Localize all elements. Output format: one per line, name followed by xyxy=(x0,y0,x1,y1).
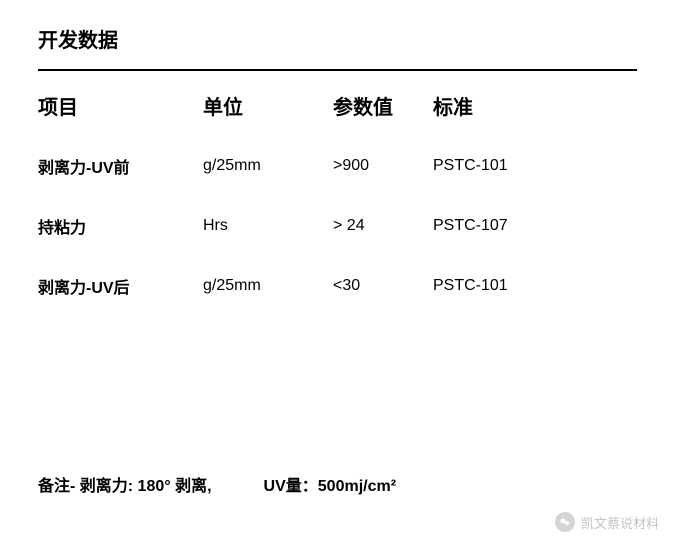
watermark-text: 凯文蔡说材料 xyxy=(581,513,659,532)
footnote-uv: UV量：500mj/cm² xyxy=(264,472,397,496)
header-unit: 单位 xyxy=(203,91,333,120)
header-value: 参数值 xyxy=(333,91,433,120)
watermark: 凯文蔡说材料 xyxy=(555,512,659,532)
cell-value: >900 xyxy=(333,157,433,175)
table-row: 剥离力-UV后 g/25mm <30 PSTC-101 xyxy=(38,274,637,298)
header-standard: 标准 xyxy=(433,91,637,120)
cell-value: > 24 xyxy=(333,217,433,235)
cell-property: 持粘力 xyxy=(38,214,203,238)
table-header-row: 项目 单位 参数值 标准 xyxy=(38,91,637,120)
cell-standard: PSTC-101 xyxy=(433,157,637,175)
cell-standard: PSTC-107 xyxy=(433,217,637,235)
cell-property: 剥离力-UV前 xyxy=(38,154,203,178)
cell-unit: g/25mm xyxy=(203,157,333,175)
cell-property: 剥离力-UV后 xyxy=(38,274,203,298)
table-row: 持粘力 Hrs > 24 PSTC-107 xyxy=(38,214,637,238)
section-title: 开发数据 xyxy=(38,24,637,53)
title-divider xyxy=(38,69,637,71)
cell-standard: PSTC-101 xyxy=(433,277,637,295)
footnote: 备注- 剥离力: 180° 剥离, UV量：500mj/cm² xyxy=(38,472,396,496)
cell-unit: Hrs xyxy=(203,217,333,235)
footnote-peel: 备注- 剥离力: 180° 剥离, xyxy=(38,472,212,496)
wechat-icon xyxy=(555,512,575,532)
cell-value: <30 xyxy=(333,277,433,295)
table-row: 剥离力-UV前 g/25mm >900 PSTC-101 xyxy=(38,154,637,178)
header-property: 项目 xyxy=(38,91,203,120)
data-table: 项目 单位 参数值 标准 剥离力-UV前 g/25mm >900 PSTC-10… xyxy=(38,91,637,298)
cell-unit: g/25mm xyxy=(203,277,333,295)
